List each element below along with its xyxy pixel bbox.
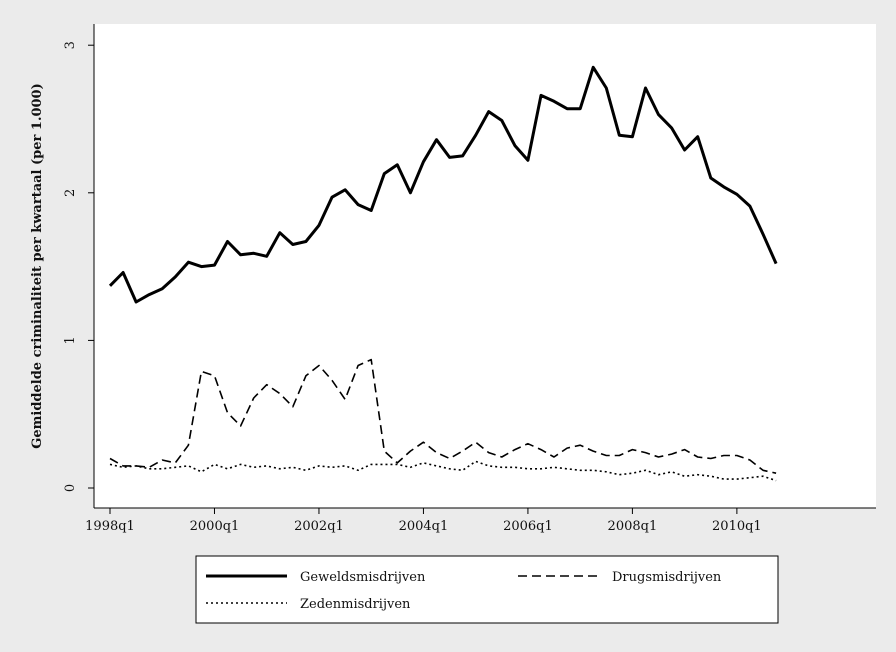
legend-label-zedenmisdrijven: Zedenmisdrijven [300, 597, 411, 612]
y-tick-label: 1 [63, 336, 78, 344]
legend: Geweldsmisdrijven Drugsmisdrijven Zedenm… [195, 555, 779, 624]
x-tick-label: 2008q1 [608, 519, 658, 534]
plot-area [94, 24, 876, 508]
series-line-zedenmisdrijven [109, 460, 777, 482]
y-ticks: 0 1 2 3 [63, 41, 94, 492]
y-tick-label: 3 [63, 41, 78, 49]
legend-box [195, 555, 779, 624]
x-tick-label: 2006q1 [503, 519, 553, 534]
series-line-geweldsmisdrijven [108, 65, 778, 304]
x-tick-label: 2004q1 [399, 519, 449, 534]
legend-label-drugsmisdrijven: Drugsmisdrijven [612, 570, 722, 585]
x-tick-label: 2010q1 [712, 519, 762, 534]
x-ticks: 1998q1 2000q1 2002q1 2004q1 2006q1 2008q1 2010… [85, 508, 762, 534]
y-axis-label: Gemiddelde criminaliteit per kwartaal (p… [30, 83, 45, 449]
series-line-drugsmisdrijven [109, 358, 777, 474]
series-lines [108, 65, 778, 482]
x-tick-label: 1998q1 [85, 519, 135, 534]
legend-label-geweldsmisdrijven: Geweldsmisdrijven [300, 570, 426, 585]
x-tick-label: 2002q1 [294, 519, 344, 534]
y-tick-label: 0 [63, 484, 78, 492]
x-tick-label: 2000q1 [190, 519, 240, 534]
y-tick-label: 2 [63, 189, 78, 197]
